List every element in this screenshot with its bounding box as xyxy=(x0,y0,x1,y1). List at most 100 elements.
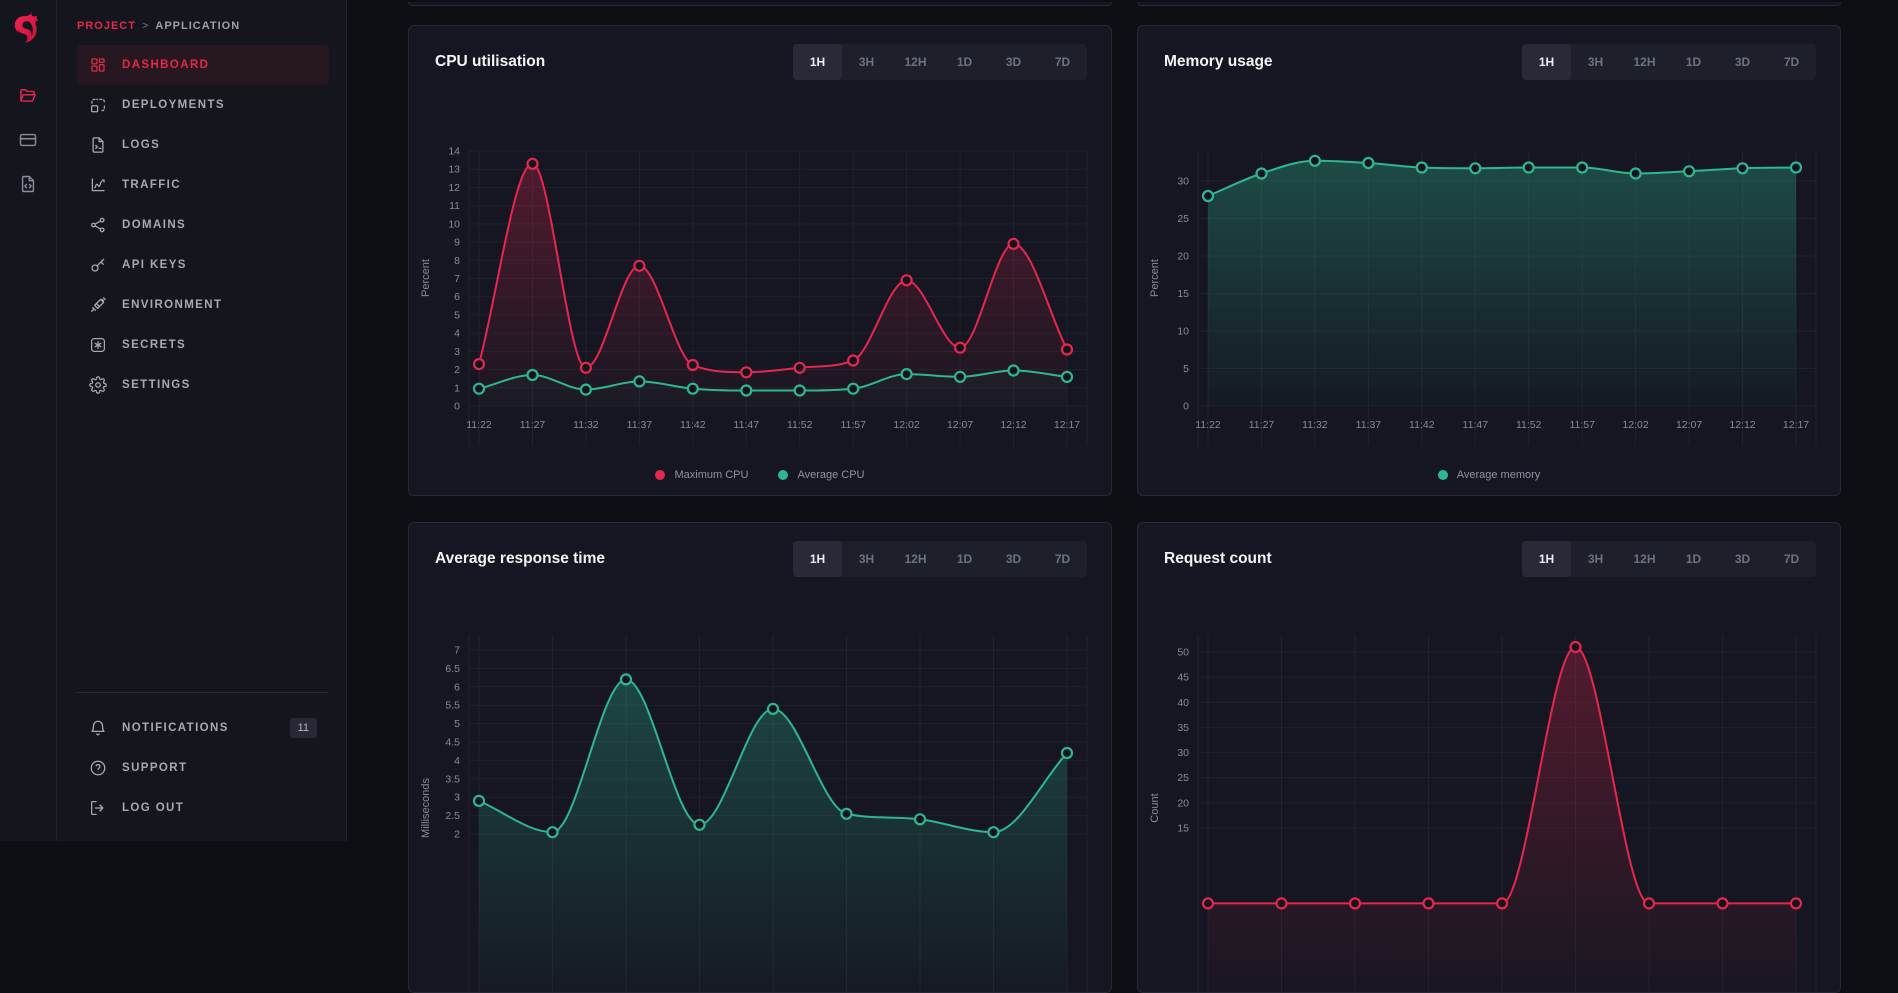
time-range-3h-button[interactable]: 3H xyxy=(842,44,891,80)
legend-item: Maximum CPU xyxy=(655,469,748,481)
svg-text:12:17: 12:17 xyxy=(1054,419,1080,431)
svg-text:12:02: 12:02 xyxy=(1622,419,1648,431)
svg-text:25: 25 xyxy=(1177,772,1189,784)
time-range-3h-button[interactable]: 3H xyxy=(1571,44,1620,80)
svg-text:Milliseconds: Milliseconds xyxy=(420,778,432,838)
memory-usage-card: Memory usage 1H 3H 12H 1D 3D 7D 0 5 10 15 20 25 30 1… xyxy=(1137,25,1841,496)
sidebar-item-label: LOG OUT xyxy=(122,802,185,814)
time-range-12h-button[interactable]: 12H xyxy=(1620,541,1669,577)
svg-text:3.5: 3.5 xyxy=(445,773,460,785)
sidebar-item-label: DASHBOARD xyxy=(122,59,210,71)
request-count-chart: 15 20 25 30 35 40 45 50 Count xyxy=(1149,635,1817,992)
sidebar-item-dashboard[interactable]: DASHBOARD xyxy=(77,45,329,85)
svg-text:15: 15 xyxy=(1177,823,1189,835)
time-range-3h-button[interactable]: 3H xyxy=(842,541,891,577)
svg-text:3: 3 xyxy=(454,792,460,804)
notification-count-badge: 11 xyxy=(289,718,317,738)
breadcrumb-project[interactable]: PROJECT xyxy=(77,20,136,32)
time-range-1d-button[interactable]: 1D xyxy=(940,541,989,577)
sidebar-item-domains[interactable]: DOMAINS xyxy=(77,205,329,245)
folder-open-icon[interactable] xyxy=(18,86,38,106)
svg-text:50: 50 xyxy=(1177,647,1189,659)
sidebar-item-traffic[interactable]: TRAFFIC xyxy=(77,165,329,205)
time-range-1h-button[interactable]: 1H xyxy=(793,44,842,80)
legend-item: Average memory xyxy=(1437,469,1540,481)
credit-card-icon[interactable] xyxy=(18,130,38,150)
sidebar-item-environment[interactable]: ENVIRONMENT xyxy=(77,285,329,325)
svg-text:9: 9 xyxy=(454,237,460,249)
time-range-7d-button[interactable]: 7D xyxy=(1038,541,1087,577)
svg-text:15: 15 xyxy=(1177,288,1189,300)
sidebar-item-label: SECRETS xyxy=(122,339,187,351)
time-range-3d-button[interactable]: 3D xyxy=(1718,541,1767,577)
svg-text:11:27: 11:27 xyxy=(1249,419,1275,431)
svg-text:30: 30 xyxy=(1177,176,1189,188)
time-range-3d-button[interactable]: 3D xyxy=(1718,44,1767,80)
time-range-1h-button[interactable]: 1H xyxy=(793,541,842,577)
logs-icon xyxy=(89,136,107,154)
sidebar-item-notifications[interactable]: NOTIFICATIONS 11 xyxy=(77,708,329,748)
time-range-12h-button[interactable]: 12H xyxy=(1620,44,1669,80)
environment-icon xyxy=(89,296,107,314)
svg-text:10: 10 xyxy=(448,218,460,230)
svg-text:25: 25 xyxy=(1177,213,1189,225)
svg-text:Percent: Percent xyxy=(1149,259,1161,297)
time-range-1h-button[interactable]: 1H xyxy=(1522,44,1571,80)
legend-dot-icon xyxy=(1437,470,1448,480)
time-range-12h-button[interactable]: 12H xyxy=(891,541,940,577)
sidebar-item-log-out[interactable]: LOG OUT xyxy=(77,788,329,828)
memory-chart: 0 5 10 15 20 25 30 11:22 11:27 11:32 11:37 11:42 11:… xyxy=(1149,151,1817,446)
svg-text:14: 14 xyxy=(448,146,460,158)
svg-text:12:07: 12:07 xyxy=(1676,419,1702,431)
svg-text:30: 30 xyxy=(1177,747,1189,759)
svg-text:Percent: Percent xyxy=(420,259,432,297)
time-range-group: 1H 3H 12H 1D 3D 7D xyxy=(793,44,1087,80)
time-range-1d-button[interactable]: 1D xyxy=(940,44,989,80)
breadcrumb: PROJECT > APPLICATION xyxy=(57,0,346,32)
breadcrumb-application: APPLICATION xyxy=(155,20,241,32)
time-range-7d-button[interactable]: 7D xyxy=(1767,541,1816,577)
svg-text:6: 6 xyxy=(454,681,460,693)
svg-text:12:12: 12:12 xyxy=(1000,419,1026,431)
time-range-3h-button[interactable]: 3H xyxy=(1571,541,1620,577)
key-icon xyxy=(89,256,107,274)
sidebar-item-settings[interactable]: SETTINGS xyxy=(77,365,329,405)
sidebar-item-deployments[interactable]: DEPLOYMENTS xyxy=(77,85,329,125)
sidebar-item-secrets[interactable]: SECRETS xyxy=(77,325,329,365)
sidebar-item-label: DOMAINS xyxy=(122,219,187,231)
sidebar-item-api-keys[interactable]: API KEYS xyxy=(77,245,329,285)
time-range-7d-button[interactable]: 7D xyxy=(1038,44,1087,80)
time-range-3d-button[interactable]: 3D xyxy=(989,44,1038,80)
svg-text:2: 2 xyxy=(454,829,460,841)
request-count-card: Request count 1H 3H 12H 1D 3D 7D 15 20 25 30 35 40… xyxy=(1137,522,1841,993)
svg-text:0: 0 xyxy=(1183,401,1189,413)
file-code-icon[interactable] xyxy=(18,174,38,194)
svg-text:11:32: 11:32 xyxy=(573,419,599,431)
help-circle-icon xyxy=(89,759,107,777)
previous-card-bottom-edge xyxy=(408,2,1112,6)
time-range-1d-button[interactable]: 1D xyxy=(1669,541,1718,577)
bell-icon xyxy=(89,719,107,737)
time-range-12h-button[interactable]: 12H xyxy=(891,44,940,80)
sidebar-item-label: ENVIRONMENT xyxy=(122,299,223,311)
svg-text:11:37: 11:37 xyxy=(627,419,653,431)
svg-text:5: 5 xyxy=(1183,363,1189,375)
svg-text:11:42: 11:42 xyxy=(1409,419,1435,431)
settings-gear-icon xyxy=(89,376,107,394)
time-range-7d-button[interactable]: 7D xyxy=(1767,44,1816,80)
svg-text:5.5: 5.5 xyxy=(445,700,460,712)
svg-text:6: 6 xyxy=(454,291,460,303)
sidebar-item-logs[interactable]: LOGS xyxy=(77,125,329,165)
nest-logo[interactable] xyxy=(9,8,47,48)
time-range-1d-button[interactable]: 1D xyxy=(1669,44,1718,80)
svg-text:12:02: 12:02 xyxy=(893,419,919,431)
time-range-1h-button[interactable]: 1H xyxy=(1522,541,1571,577)
svg-text:4: 4 xyxy=(454,328,460,340)
sidebar-divider xyxy=(77,692,329,693)
svg-text:13: 13 xyxy=(448,164,460,176)
time-range-3d-button[interactable]: 3D xyxy=(989,541,1038,577)
sidebar-item-support[interactable]: SUPPORT xyxy=(77,748,329,788)
svg-text:4.5: 4.5 xyxy=(445,737,460,749)
